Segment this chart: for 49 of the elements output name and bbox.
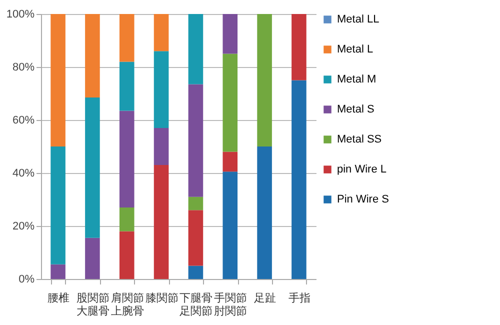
- legend-label: pin Wire L: [337, 164, 387, 176]
- bar: [119, 110, 134, 208]
- bar: [257, 14, 272, 146]
- bar: [222, 14, 238, 54]
- y-tick-label: 0%: [18, 274, 35, 286]
- bar: [154, 128, 169, 166]
- bar: [119, 14, 134, 62]
- bar: [85, 97, 100, 238]
- x-tick-label: 手関節肘関節: [214, 292, 248, 318]
- x-tick-label: 膝関節: [145, 292, 178, 304]
- legend-label: Metal LL: [337, 14, 380, 26]
- legend-label: Metal M: [337, 74, 376, 86]
- bar: [85, 238, 100, 279]
- bar: [154, 51, 169, 128]
- x-tick-label: 腰椎: [48, 292, 70, 304]
- bar: [222, 54, 238, 152]
- x-tick-label: 肩関節上腕骨: [110, 292, 144, 318]
- bar: [119, 231, 134, 279]
- x-tick-label: 下腿骨足関節: [180, 292, 213, 318]
- y-tick-label: 20%: [12, 220, 35, 232]
- bar: [292, 80, 306, 279]
- bar: [50, 14, 66, 146]
- legend-label: Metal S: [337, 104, 374, 116]
- x-tick-label: 手指: [288, 292, 310, 304]
- bar: [222, 172, 238, 279]
- legend-label: Pin Wire S: [337, 194, 389, 206]
- x-tick-label: 足趾: [254, 292, 276, 304]
- y-tick-label: 40%: [12, 168, 35, 180]
- legend-label: Metal L: [337, 44, 374, 56]
- bar: [119, 62, 134, 111]
- bar: [119, 207, 134, 232]
- bar: [188, 196, 204, 210]
- bar: [222, 152, 238, 172]
- x-tick-label: 股関節大腿骨: [76, 292, 110, 318]
- y-tick-label: 80%: [12, 62, 35, 74]
- bar: [188, 266, 204, 279]
- bar: [292, 14, 306, 80]
- bar: [154, 14, 169, 52]
- legend-label: Metal SS: [337, 134, 382, 146]
- bar: [257, 146, 272, 279]
- bar: [188, 210, 204, 266]
- y-tick-label: 60%: [12, 114, 35, 126]
- bar: [188, 14, 204, 84]
- bar: [50, 146, 66, 264]
- bar: [188, 84, 204, 197]
- bar: [85, 14, 100, 98]
- bar: [154, 165, 169, 279]
- bar: [50, 264, 66, 279]
- y-tick-label: 100%: [6, 8, 35, 20]
